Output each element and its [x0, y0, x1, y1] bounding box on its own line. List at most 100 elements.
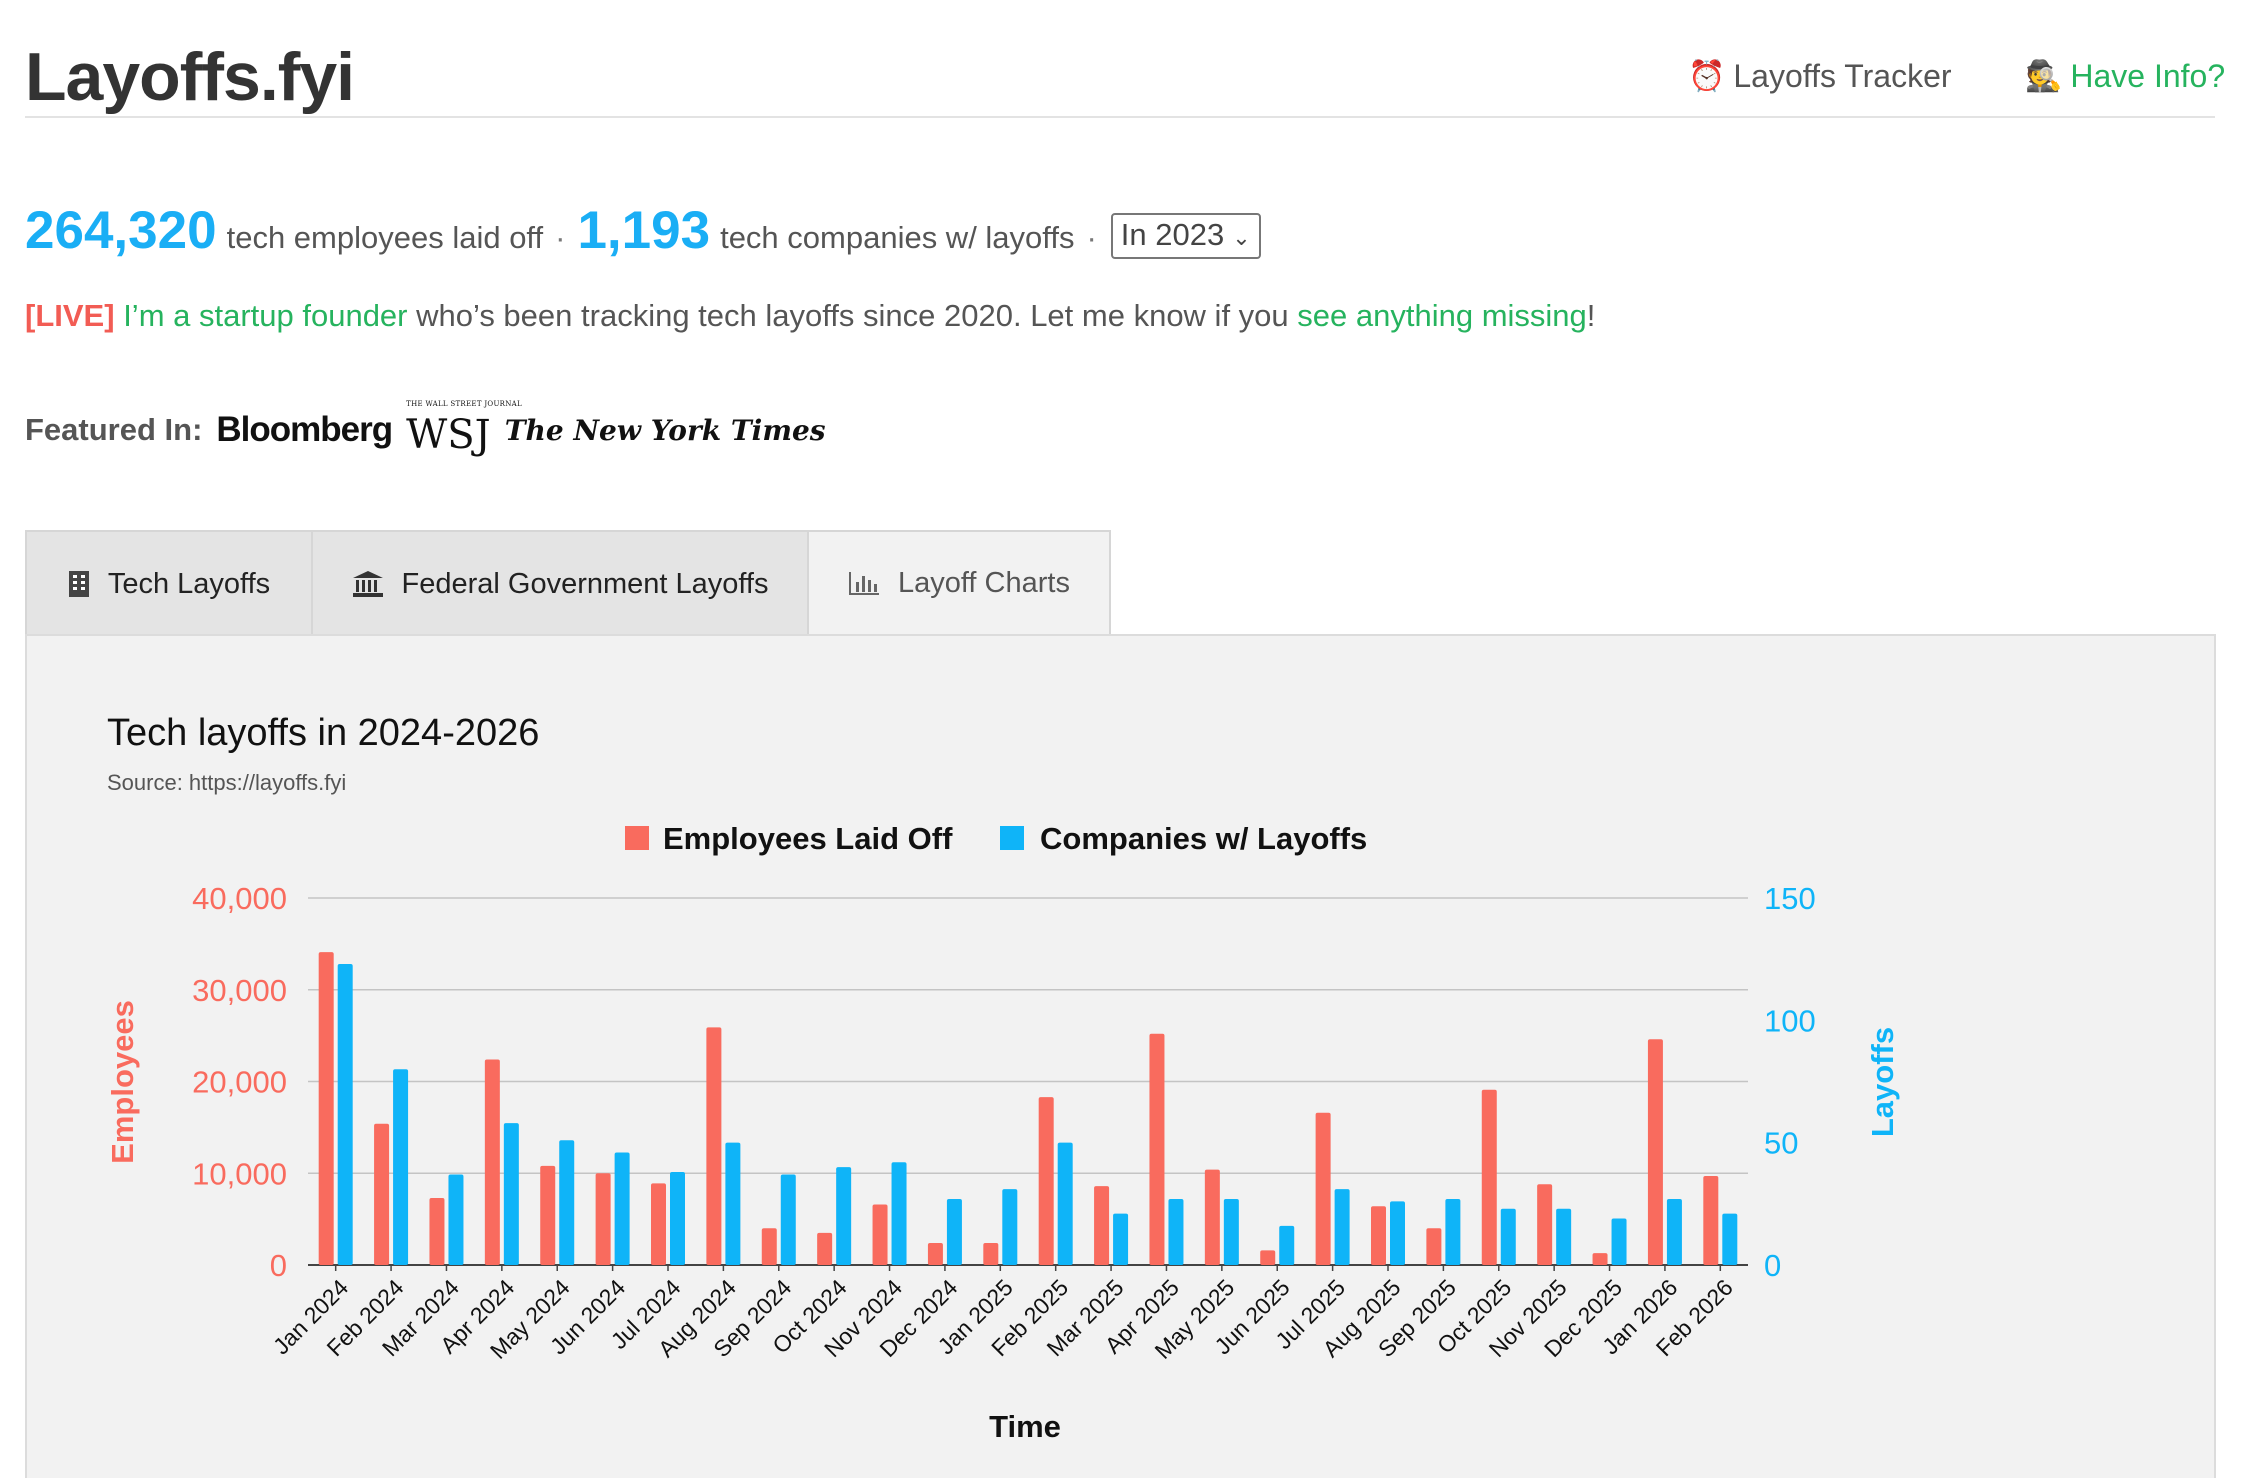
y-left-tick-label: 10,000: [192, 1156, 287, 1191]
bar-employees: [595, 1173, 611, 1265]
legend-swatch-employees: [625, 826, 649, 850]
bar-employees: [761, 1228, 777, 1265]
tab-tech-layoffs-label: Tech Layoffs: [107, 567, 271, 600]
bar-employees: [429, 1198, 445, 1265]
bar-employees: [706, 1027, 722, 1265]
companies-count: 1,193: [577, 201, 711, 260]
bar-companies: [1500, 1208, 1516, 1265]
bar-companies: [393, 1069, 409, 1265]
bloomberg-logo[interactable]: Bloomberg: [216, 410, 393, 449]
bar-companies: [1556, 1208, 1572, 1265]
bar-employees: [872, 1204, 888, 1265]
startup-founder-link[interactable]: I’m a startup founder: [123, 298, 408, 333]
bar-companies: [1666, 1198, 1682, 1265]
bar-employees: [1481, 1089, 1497, 1265]
bar-employees: [1094, 1186, 1110, 1265]
bar-companies: [1334, 1189, 1350, 1265]
bar-employees: [1260, 1250, 1276, 1265]
legend-label-companies: Companies w/ Layoffs: [1040, 821, 1367, 856]
bar-employees: [651, 1183, 666, 1265]
bar-companies: [1113, 1213, 1129, 1265]
y-right-tick-label: 150: [1764, 881, 1816, 916]
nav-layoffs-tracker-label: Layoffs Tracker: [1733, 58, 1952, 94]
employees-label: tech employees laid off: [226, 220, 544, 255]
bar-companies: [836, 1167, 852, 1265]
bar-companies: [503, 1123, 519, 1265]
live-text-end: !: [1586, 298, 1596, 333]
office-building-icon: [68, 570, 90, 598]
bar-employees: [983, 1242, 999, 1265]
bar-chart-icon: [848, 570, 880, 596]
bar-employees: [1537, 1184, 1553, 1265]
bar-employees: [374, 1123, 390, 1265]
bar-employees: [1149, 1033, 1165, 1265]
bar-companies: [1722, 1213, 1738, 1265]
tab-federal-government-layoffs[interactable]: Federal Government Layoffs: [311, 530, 809, 636]
bar-employees: [1038, 1097, 1054, 1265]
bar-employees: [1426, 1228, 1442, 1265]
bar-employees: [1703, 1176, 1719, 1265]
bar-companies: [1168, 1198, 1184, 1265]
bar-companies: [946, 1198, 962, 1265]
nav-have-info-label: Have Info?: [2070, 58, 2226, 94]
site-header: Layoffs.fyi ⏰ Layoffs Tracker 🕵️ Have In…: [25, 30, 2225, 118]
y-right-tick-label: 50: [1764, 1126, 1798, 1161]
alarm-clock-icon: ⏰: [1688, 60, 1726, 93]
nav-have-info[interactable]: 🕵️ Have Info?: [2025, 58, 2225, 95]
bar-companies: [780, 1174, 796, 1265]
tab-bar: Tech Layoffs Federal Government Layoffs …: [25, 530, 1111, 636]
nyt-logo[interactable]: The New York Times: [504, 413, 826, 447]
wsj-logo[interactable]: THE WALL STREET JOURNAL WSJ: [406, 400, 522, 458]
wsj-logo-text: WSJ: [406, 412, 491, 458]
bar-companies: [448, 1174, 464, 1265]
bar-companies: [1279, 1225, 1295, 1265]
bar-companies: [337, 964, 353, 1265]
year-select[interactable]: In 2023 ⌄: [1110, 213, 1261, 259]
bar-employees: [318, 952, 334, 1265]
classical-building-icon: [352, 570, 384, 598]
y-right-tick-label: 100: [1764, 1003, 1816, 1038]
featured-in: Featured In: Bloomberg THE WALL STREET J…: [25, 400, 826, 458]
bar-companies: [1611, 1218, 1627, 1265]
site-logo[interactable]: Layoffs.fyi: [25, 39, 355, 115]
detective-icon: 🕵️: [2025, 60, 2063, 93]
y-left-tick-label: 0: [270, 1248, 287, 1283]
legend-swatch-companies: [1000, 826, 1024, 850]
x-axis-title: Time: [989, 1409, 1061, 1444]
nav-layoffs-tracker[interactable]: ⏰ Layoffs Tracker: [1688, 58, 1952, 95]
y-right-axis-title: Layoffs: [1865, 1027, 1900, 1137]
y-left-tick-label: 20,000: [192, 1065, 287, 1100]
wsj-logo-small-text: THE WALL STREET JOURNAL: [406, 400, 522, 408]
employees-count: 264,320: [25, 201, 217, 260]
featured-label: Featured In:: [25, 412, 203, 447]
bar-employees: [540, 1165, 556, 1265]
tab-tech-layoffs[interactable]: Tech Layoffs: [25, 530, 313, 636]
see-anything-missing-link[interactable]: see anything missing: [1297, 298, 1587, 333]
chart-panel: [25, 634, 2216, 1478]
tab-layoff-charts-label: Layoff Charts: [898, 566, 1070, 599]
bar-companies: [614, 1152, 630, 1265]
bar-companies: [559, 1140, 575, 1265]
bar-employees: [1204, 1169, 1220, 1265]
chevron-down-icon: ⌄: [1232, 225, 1251, 250]
bar-companies: [670, 1172, 685, 1265]
tab-layoff-charts[interactable]: Layoff Charts: [807, 530, 1111, 636]
bar-companies: [1390, 1201, 1405, 1265]
live-tag: [LIVE]: [25, 298, 115, 333]
bar-employees: [927, 1242, 943, 1265]
chart-title: Tech layoffs in 2024-2026: [107, 712, 540, 754]
bar-employees: [1371, 1206, 1386, 1265]
companies-label: tech companies w/ layoffs: [720, 220, 1075, 255]
bar-employees: [1592, 1253, 1608, 1265]
bar-companies: [1057, 1142, 1073, 1265]
live-text-middle: who’s been tracking tech layoffs since 2…: [407, 298, 1298, 333]
y-left-tick-label: 30,000: [192, 973, 287, 1008]
year-select-value: In 2023: [1120, 217, 1225, 252]
bar-employees: [817, 1232, 833, 1265]
y-left-axis-title: Employees: [105, 1000, 140, 1164]
bar-companies: [1223, 1198, 1239, 1265]
chart-source: Source: https://layoffs.fyi: [107, 770, 347, 795]
y-left-tick-label: 40,000: [192, 881, 287, 916]
